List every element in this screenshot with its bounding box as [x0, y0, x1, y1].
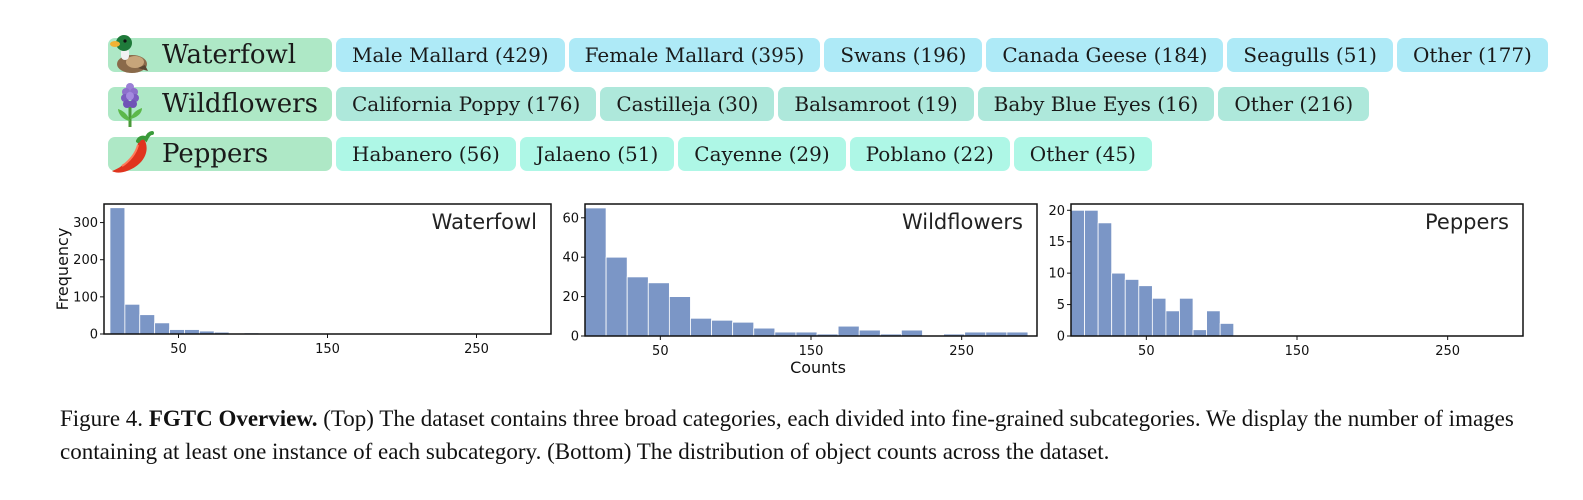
hyacinth-icon	[108, 81, 154, 127]
subcategory-chip: Seagulls (51)	[1227, 38, 1393, 72]
y-tick-label: 200	[73, 253, 98, 268]
category-name: Waterfowl	[162, 40, 297, 70]
y-tick-label: 300	[73, 216, 98, 231]
subcategory-chip: Male Mallard (429)	[336, 38, 565, 72]
x-tick-label: 250	[949, 344, 974, 359]
category-label: Peppers	[108, 131, 332, 173]
histogram-bar	[1192, 329, 1208, 337]
y-tick-label: 20	[1048, 204, 1065, 219]
subcategory-chip: Jalaeno (51)	[519, 137, 675, 171]
category-label: Waterfowl	[108, 35, 332, 73]
histogram-bar	[668, 296, 691, 337]
subcategory-chip: Balsamroot (19)	[778, 87, 974, 121]
y-tick-label: 0	[1057, 330, 1065, 345]
histogram-bar	[732, 321, 755, 337]
x-tick-label: 250	[464, 342, 489, 357]
caption-text: (Top) The dataset contains three broad c…	[60, 406, 1514, 464]
subcategory-chip: Castilleja (30)	[600, 87, 775, 121]
subcategory-chip: Other (177)	[1397, 38, 1548, 72]
y-tick-label: 15	[1048, 235, 1065, 250]
subcategory-chip: Canada Geese (184)	[986, 38, 1224, 72]
histogram-bar	[711, 319, 734, 337]
histogram-bar	[1179, 297, 1194, 337]
panel-title: Waterfowl	[432, 210, 537, 234]
histogram-bar	[124, 303, 141, 335]
y-tick-label: 0	[90, 328, 98, 343]
histogram-bar	[690, 317, 712, 337]
histogram-bar	[584, 207, 607, 337]
histogram-bar	[837, 325, 860, 337]
panel-title: Peppers	[1425, 210, 1509, 234]
histogram-bar	[1206, 310, 1221, 337]
x-tick-label: 250	[1435, 344, 1460, 359]
histogram-bar	[647, 282, 670, 337]
subcategory-list: Habanero (56) Jalaeno (51) Cayenne (29) Pob…	[336, 137, 1152, 171]
subcategory-chip: Baby Blue Eyes (16)	[977, 87, 1215, 121]
subcategory-chip: Other (216)	[1218, 87, 1370, 121]
subcategory-list: Male Mallard (429) Female Mallard (395) Sw…	[336, 38, 1548, 72]
histogram-bar	[1165, 310, 1180, 337]
figure-caption: Figure 4. FGTC Overview. (Top) The datas…	[60, 402, 1550, 468]
subcategory-chip: Poblano (22)	[849, 137, 1010, 171]
category-row-waterfowl: Waterfowl Male Mallard (429) Female Mallar…	[108, 35, 1548, 73]
y-tick-label: 10	[1048, 267, 1065, 282]
subcategory-chip: Habanero (56)	[336, 137, 516, 171]
subcategory-list: California Poppy (176) Castilleja (30) Bal…	[336, 87, 1370, 121]
histogram-bar	[1151, 297, 1167, 337]
y-tick-label: 20	[562, 290, 579, 305]
duck-icon	[108, 32, 154, 78]
histogram-bar	[139, 314, 156, 335]
histogram-bar	[109, 207, 126, 335]
x-axis-label: Counts	[790, 358, 846, 377]
y-tick-label: 5	[1057, 298, 1065, 313]
y-tick-label: 40	[562, 251, 579, 266]
x-tick-label: 50	[652, 344, 669, 359]
histogram-bar	[1070, 209, 1085, 337]
subcategory-chip: Cayenne (29)	[678, 137, 846, 171]
panel-title: Wildflowers	[902, 210, 1023, 234]
category-row-peppers: Peppers Habanero (56) Jalaeno (51) Cayenne …	[108, 131, 1152, 173]
subcategory-chip: Swans (196)	[824, 38, 983, 72]
histogram-bar	[1124, 279, 1140, 337]
subcategory-chip: Female Mallard (395)	[568, 38, 821, 72]
histogram-bar	[626, 276, 649, 337]
caption-title: FGTC Overview.	[148, 406, 318, 431]
y-tick-label: 100	[73, 290, 98, 305]
x-tick-label: 50	[170, 342, 187, 357]
chili-pepper-icon	[108, 131, 154, 177]
figure-label: Figure 4.	[60, 406, 144, 431]
histogram-bar	[753, 327, 776, 337]
histogram-bar	[1097, 222, 1113, 337]
y-tick-label: 60	[562, 211, 579, 226]
x-tick-label: 150	[799, 344, 824, 359]
histogram-bar	[1111, 272, 1126, 337]
category-row-wildflowers: Wildflowers California Poppy (176) Castill…	[108, 83, 1370, 127]
y-tick-label: 0	[571, 330, 579, 345]
category-name: Wildflowers	[162, 89, 318, 119]
subcategory-chip: Other (45)	[1013, 137, 1152, 171]
histogram-bar	[1084, 209, 1099, 337]
histogram-bar	[901, 329, 923, 337]
category-label: Wildflowers	[108, 83, 332, 127]
x-tick-label: 150	[315, 342, 340, 357]
x-tick-label: 150	[1285, 344, 1310, 359]
histogram-bar	[154, 322, 170, 335]
histogram-bar	[1138, 285, 1153, 337]
histogram-bar	[858, 329, 881, 337]
subcategory-chip: California Poppy (176)	[336, 87, 597, 121]
category-name: Peppers	[162, 139, 269, 169]
histogram-bar	[1219, 323, 1235, 337]
y-axis-label: Frequency	[53, 228, 72, 311]
histogram-bar	[605, 256, 628, 337]
x-tick-label: 50	[1138, 344, 1155, 359]
